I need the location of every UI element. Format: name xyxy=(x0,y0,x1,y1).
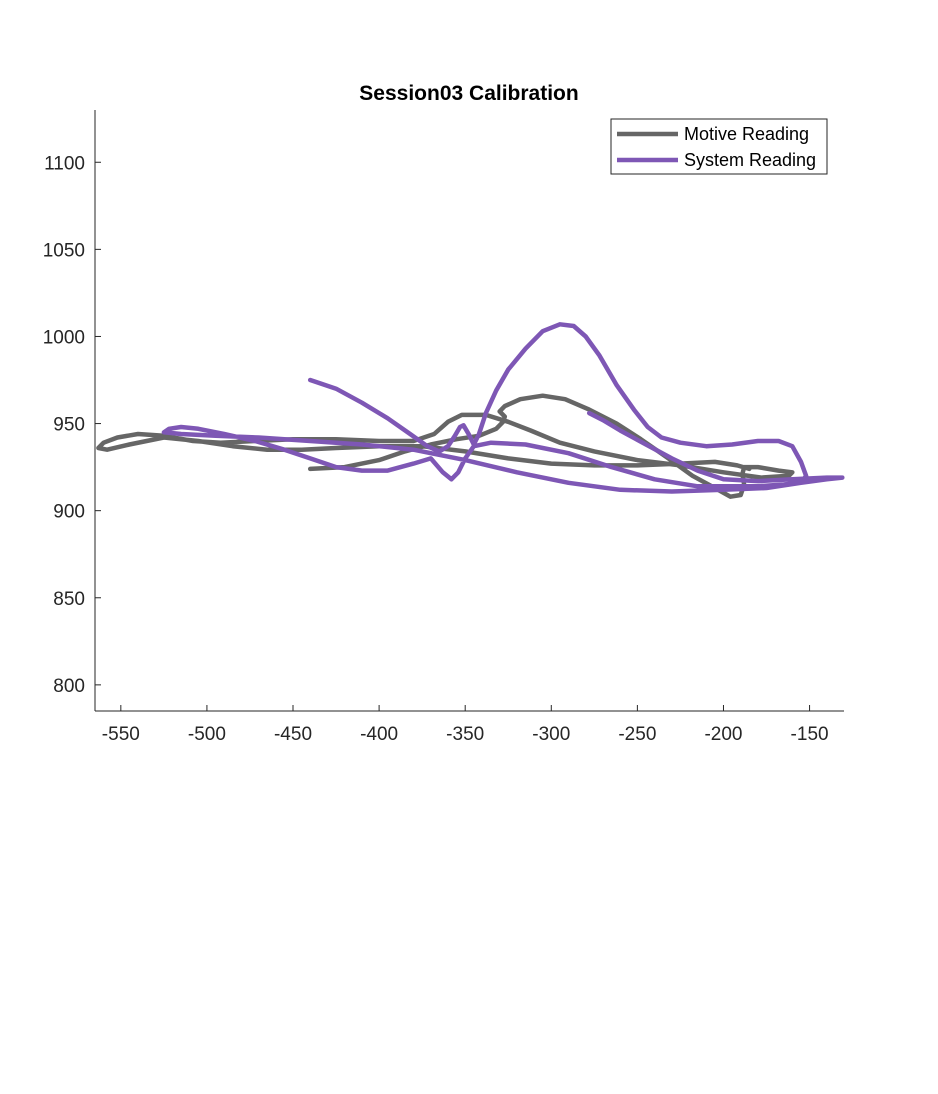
y-tick-label: 1000 xyxy=(43,327,85,348)
chart-title: Session03 Calibration xyxy=(359,82,578,105)
x-tick-label: -450 xyxy=(274,724,312,745)
y-tick-label: 1050 xyxy=(43,240,85,261)
y-tick-label: 900 xyxy=(53,502,85,523)
series-line-system-reading xyxy=(161,322,845,494)
x-tick-label: -550 xyxy=(102,724,140,745)
y-tick-label: 800 xyxy=(53,676,85,697)
legend: Motive Reading System Reading xyxy=(610,118,828,175)
x-axis: -550 -500 -450 -400 -350 -300 -250 -200 -150 xyxy=(95,705,844,745)
x-tick-label: -500 xyxy=(188,724,226,745)
y-tick-label: 850 xyxy=(53,589,85,610)
y-tick-label: 1100 xyxy=(44,153,85,174)
x-tick-label: -250 xyxy=(618,724,656,745)
x-tick-label: -350 xyxy=(446,724,484,745)
legend-entry-motive-reading: Motive Reading xyxy=(684,124,809,144)
x-tick-label: -400 xyxy=(360,724,398,745)
x-tick-label: -150 xyxy=(791,724,829,745)
legend-entry-system-reading: System Reading xyxy=(684,150,816,170)
x-tick-label: -200 xyxy=(704,724,742,745)
x-tick-label: -300 xyxy=(532,724,570,745)
plot-area xyxy=(96,322,845,499)
legend-box xyxy=(610,118,828,175)
y-axis: 800 850 900 950 1000 1050 1100 xyxy=(43,110,101,711)
y-tick-label: 950 xyxy=(53,415,85,436)
series-line-motive-reading xyxy=(96,393,795,499)
